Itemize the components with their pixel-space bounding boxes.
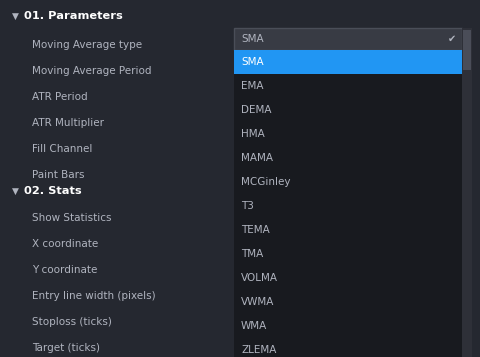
Text: TMA: TMA <box>241 249 263 259</box>
Text: HMA: HMA <box>241 129 265 139</box>
Bar <box>234 50 462 74</box>
Bar <box>463 30 471 70</box>
Text: ▼: ▼ <box>12 186 19 196</box>
Text: Target (ticks): Target (ticks) <box>32 343 100 353</box>
Text: T3: T3 <box>241 201 254 211</box>
Text: ATR Multiplier: ATR Multiplier <box>32 118 104 128</box>
Text: Show Statistics: Show Statistics <box>32 213 111 223</box>
Text: VOLMA: VOLMA <box>241 273 278 283</box>
Text: 01. Parameters: 01. Parameters <box>24 11 123 21</box>
Bar <box>462 28 472 357</box>
Text: Fill Channel: Fill Channel <box>32 144 92 154</box>
Text: ▼: ▼ <box>12 11 19 20</box>
Text: DEMA: DEMA <box>241 105 272 115</box>
Text: X coordinate: X coordinate <box>32 239 98 249</box>
Text: EMA: EMA <box>241 81 264 91</box>
Text: ZLEMA: ZLEMA <box>241 345 276 355</box>
Bar <box>234 50 462 357</box>
Text: Y coordinate: Y coordinate <box>32 265 97 275</box>
Text: 02. Stats: 02. Stats <box>24 186 82 196</box>
Text: ATR Period: ATR Period <box>32 92 88 102</box>
Text: MCGinley: MCGinley <box>241 177 290 187</box>
Text: TEMA: TEMA <box>241 225 270 235</box>
Text: Entry line width (pixels): Entry line width (pixels) <box>32 291 156 301</box>
Text: Paint Bars: Paint Bars <box>32 170 84 180</box>
Bar <box>234 28 462 50</box>
Text: Moving Average Period: Moving Average Period <box>32 66 152 76</box>
Text: VWMA: VWMA <box>241 297 275 307</box>
Text: MAMA: MAMA <box>241 153 273 163</box>
Text: ✔: ✔ <box>448 34 456 44</box>
Text: WMA: WMA <box>241 321 267 331</box>
Text: Moving Average type: Moving Average type <box>32 40 142 50</box>
Text: SMA: SMA <box>241 57 264 67</box>
Text: Stoploss (ticks): Stoploss (ticks) <box>32 317 112 327</box>
Text: SMA: SMA <box>241 34 264 44</box>
